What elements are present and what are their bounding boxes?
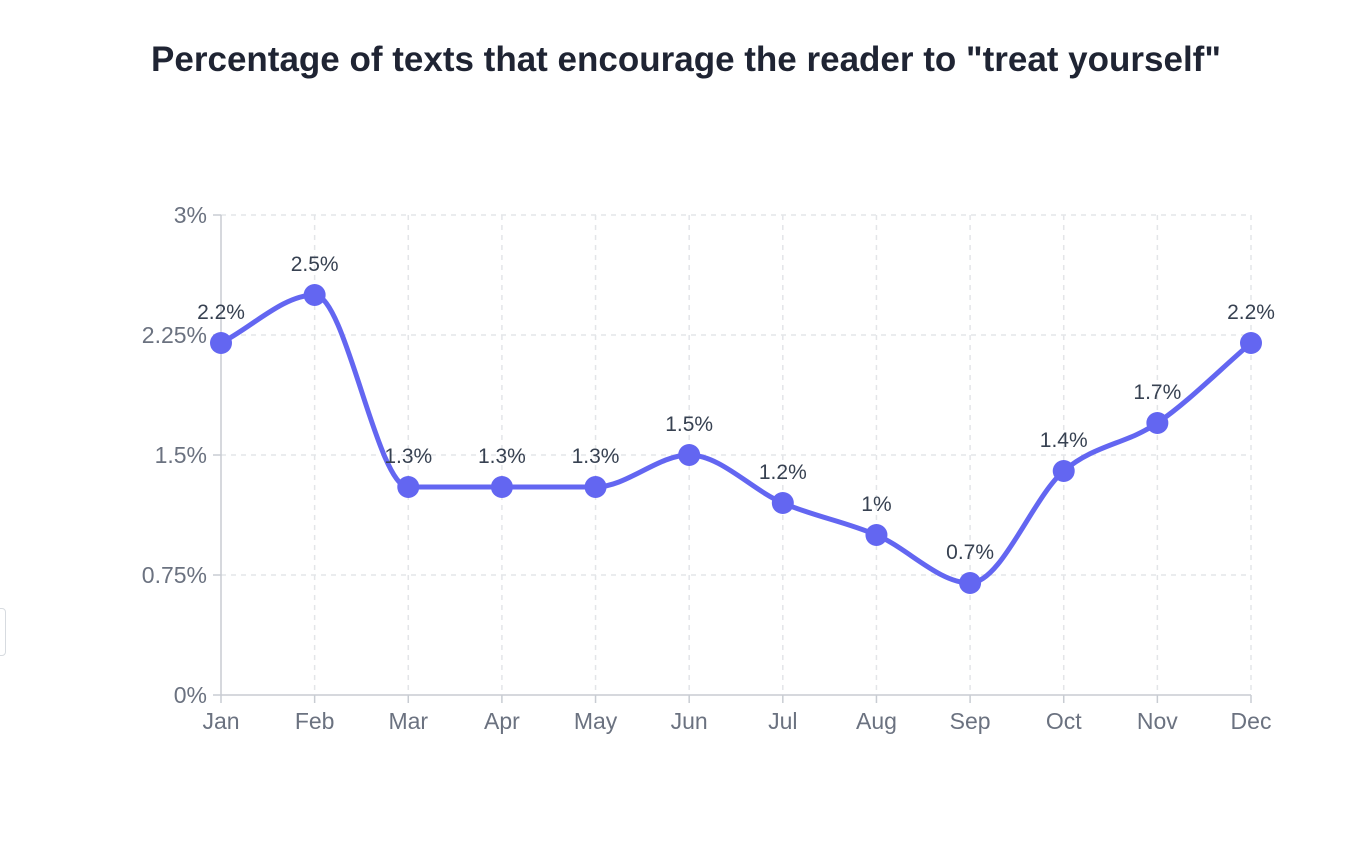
- chart-title: Percentage of texts that encourage the r…: [151, 40, 1221, 79]
- data-label: 1.7%: [1133, 381, 1181, 404]
- data-label: 1.4%: [1040, 429, 1088, 452]
- data-point[interactable]: [771, 492, 794, 514]
- data-label: 2.2%: [197, 301, 245, 324]
- data-label: 1.3%: [572, 445, 620, 468]
- data-point[interactable]: [210, 332, 232, 354]
- data-point[interactable]: [865, 524, 888, 546]
- data-point[interactable]: [678, 444, 701, 466]
- x-tick-label: Aug: [856, 708, 897, 734]
- data-point[interactable]: [1240, 332, 1262, 354]
- y-tick-label: 3%: [174, 202, 207, 228]
- y-tick-label: 0.75%: [142, 562, 207, 588]
- data-point[interactable]: [959, 572, 982, 594]
- data-point[interactable]: [1146, 412, 1169, 434]
- data-point[interactable]: [584, 476, 607, 498]
- data-point[interactable]: [490, 476, 513, 498]
- data-label: 1.3%: [384, 445, 432, 468]
- data-label: 2.2%: [1227, 301, 1275, 324]
- data-label: 1.2%: [759, 461, 807, 484]
- y-tick-label: 2.25%: [142, 322, 207, 348]
- data-points: [210, 284, 1262, 594]
- data-point[interactable]: [303, 284, 326, 306]
- x-tick-label: Apr: [484, 708, 520, 734]
- data-label: 2.5%: [291, 253, 339, 276]
- data-point[interactable]: [1052, 460, 1075, 482]
- y-tick-label: 0%: [174, 682, 207, 708]
- x-tick-label: Jun: [671, 708, 708, 734]
- x-tick-label: Nov: [1137, 708, 1178, 734]
- x-tick-label: Dec: [1231, 708, 1272, 734]
- grid: [221, 214, 1252, 695]
- x-tick-label: Sep: [950, 708, 991, 734]
- x-tick-label: Oct: [1046, 708, 1082, 734]
- x-tick-label: Jan: [202, 708, 239, 734]
- series-line-group: [218, 292, 1254, 586]
- y-axis-ticks: 0% 0.75% 1.5% 2.25% 3%: [142, 202, 221, 708]
- x-tick-label: Feb: [295, 708, 335, 734]
- data-label: 1%: [861, 493, 891, 516]
- data-labels: 2.2% 2.5% 1.3% 1.3% 1.3% 1.5% 1.2% 1% 0.7% 1.4% 1.…: [197, 253, 1275, 564]
- data-point[interactable]: [397, 476, 420, 498]
- x-tick-label: May: [574, 708, 618, 734]
- data-label: 1.3%: [478, 445, 526, 468]
- data-label: 0.7%: [946, 541, 994, 564]
- series-line: [218, 292, 1254, 586]
- side-panel-handle[interactable]: [0, 608, 6, 656]
- data-label: 1.5%: [665, 413, 713, 436]
- x-axis-ticks: Jan Feb Mar Apr May Jun Jul Aug Sep Oct Nov Dec: [202, 695, 1271, 734]
- x-tick-label: Mar: [388, 708, 428, 734]
- x-tick-label: Jul: [768, 708, 797, 734]
- y-tick-label: 1.5%: [155, 442, 207, 468]
